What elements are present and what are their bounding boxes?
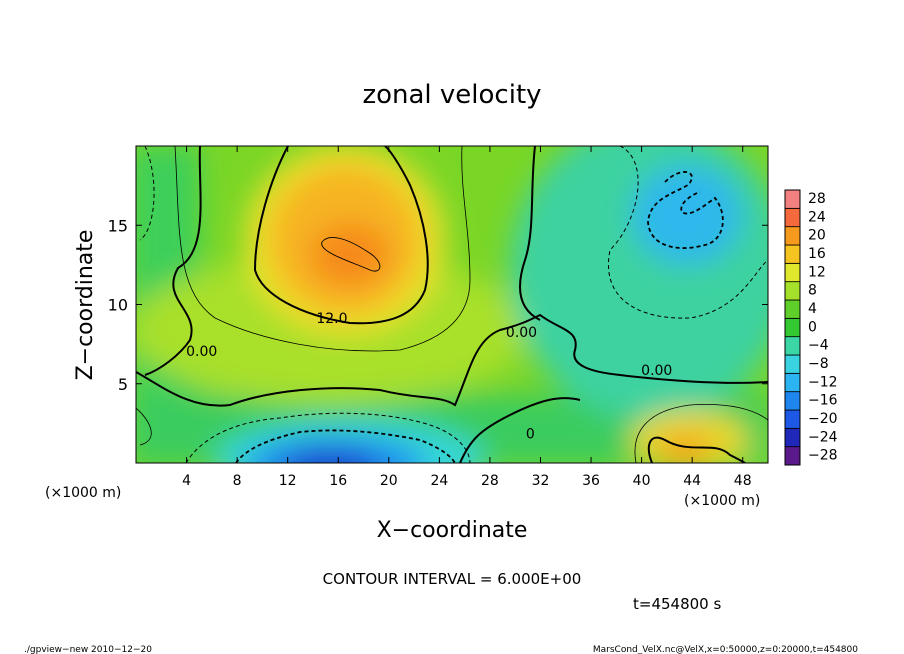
contour-zero-lower-center — [459, 397, 581, 463]
contour-interval-text: CONTOUR INTERVAL = 6.000E+00 — [323, 570, 582, 588]
colorbar-swatch — [784, 244, 801, 264]
colorbar-swatch — [784, 391, 801, 411]
contour-minus-6-left-upper — [139, 146, 155, 241]
contour-minus-6-upper-right — [608, 146, 768, 319]
colorbar-swatch — [784, 189, 801, 209]
colorbar-swatch — [784, 317, 801, 338]
colorbar-label: −8 — [808, 356, 829, 372]
contour-zero-upper-center — [519, 146, 541, 321]
colorbar-label: −16 — [808, 393, 838, 409]
contour-label: 0.00 — [186, 344, 217, 360]
contour-12-lower-right — [647, 436, 746, 463]
contour-zero-left — [144, 146, 202, 376]
colorbar-swatch — [784, 226, 801, 246]
colorbar-label: 8 — [808, 283, 817, 299]
colorbar-swatch — [784, 281, 801, 301]
footer-right: MarsCond_VelX.nc@VelX,x=0:50000,z=0:2000… — [593, 645, 858, 654]
x-tick-label: 24 — [430, 473, 448, 489]
colorbar-label: −12 — [808, 374, 838, 390]
x-tick-label: 4 — [182, 473, 191, 489]
colorbar-label: 24 — [808, 209, 826, 225]
colorbar-label: −28 — [808, 448, 838, 464]
contour-18-upper-core — [321, 237, 381, 272]
contour-labels: 12.0 0.00 0.00 0.00 0 — [186, 311, 672, 443]
colorbar-label: 16 — [808, 246, 826, 262]
colorbar-swatch — [784, 336, 801, 356]
plot-area: 12.0 0.00 0.00 0.00 0 — [135, 145, 769, 464]
x-tick-label: 20 — [380, 473, 398, 489]
colorbar-swatch — [784, 446, 801, 466]
colorbar: 28 24 20 16 12 8 4 0 −4 −8 −12 −16 −20 −24 −28 — [784, 189, 838, 466]
y-tick-label: 10 — [108, 296, 128, 315]
x-tick-label: 16 — [329, 473, 347, 489]
field-lower-minimum-core — [281, 450, 379, 463]
x-axis-label: X−coordinate — [377, 518, 528, 543]
contour-label: 12.0 — [316, 311, 347, 327]
contour-plus-6-upper — [174, 146, 471, 352]
x-unit-label-left: (×1000 m) — [45, 485, 121, 501]
axis-ticks — [136, 146, 768, 463]
x-unit-label-right: (×1000 m) — [684, 493, 760, 509]
colorbar-swatch — [784, 354, 801, 374]
colorbar-label: 4 — [808, 301, 817, 317]
colorbar-swatch — [784, 372, 801, 393]
colorbar-label: 0 — [808, 319, 817, 335]
y-tick-label: 15 — [108, 216, 128, 235]
x-tick-label: 48 — [734, 473, 752, 489]
colorbar-label: 20 — [808, 228, 826, 244]
colorbar-label: −24 — [808, 429, 838, 445]
contour-minus-6-lower — [185, 412, 471, 463]
colorbar-swatch — [784, 207, 801, 228]
x-tick-label: 40 — [633, 473, 651, 489]
contour-12-upper — [253, 146, 429, 325]
field-upper-maximum-core — [310, 223, 390, 287]
y-axis-label: Z−coordinate — [73, 230, 98, 381]
colorbar-swatch — [784, 427, 801, 448]
y-tick-label: 5 — [118, 375, 128, 394]
footer-left: ./gpview−new 2010−12−20 — [24, 645, 152, 654]
field-upper-right-minimum — [632, 165, 742, 265]
colorbar-label: −20 — [808, 411, 838, 427]
colorbar-swatch — [784, 409, 801, 429]
field-lower-right-maximum-core — [657, 434, 713, 463]
colorbar-label: −4 — [808, 338, 829, 354]
x-tick-label: 12 — [279, 473, 297, 489]
colorbar-frame — [784, 189, 801, 466]
x-tick-label: 28 — [481, 473, 499, 489]
colorbar-swatch — [784, 262, 801, 283]
contour-plus-6-lower-right — [634, 404, 768, 463]
chart-title: zonal velocity — [362, 80, 541, 110]
colorbar-label: 12 — [808, 264, 826, 280]
time-stamp-text: t=454800 s — [633, 595, 721, 613]
contour-zero-low-band — [136, 313, 768, 407]
contour-label: 0.00 — [506, 325, 537, 341]
contour-label: 0 — [526, 427, 535, 443]
contour-plus-6-left — [136, 407, 152, 446]
y-tick-labels: 5 10 15 — [108, 216, 128, 394]
colorbar-label: 28 — [808, 191, 826, 207]
x-tick-label: 32 — [532, 473, 550, 489]
contour-label: 0.00 — [641, 363, 672, 379]
contour-minus-12-lower — [235, 429, 456, 463]
contour-minus-12-upper-right — [647, 171, 724, 249]
colorbar-swatch — [784, 299, 801, 319]
field-lower-minimum — [245, 437, 425, 463]
x-tick-label: 36 — [582, 473, 600, 489]
x-tick-label: 8 — [233, 473, 242, 489]
x-tick-labels: 4 8 12 16 20 24 28 32 36 40 44 48 — [182, 473, 752, 489]
x-tick-label: 44 — [683, 473, 701, 489]
